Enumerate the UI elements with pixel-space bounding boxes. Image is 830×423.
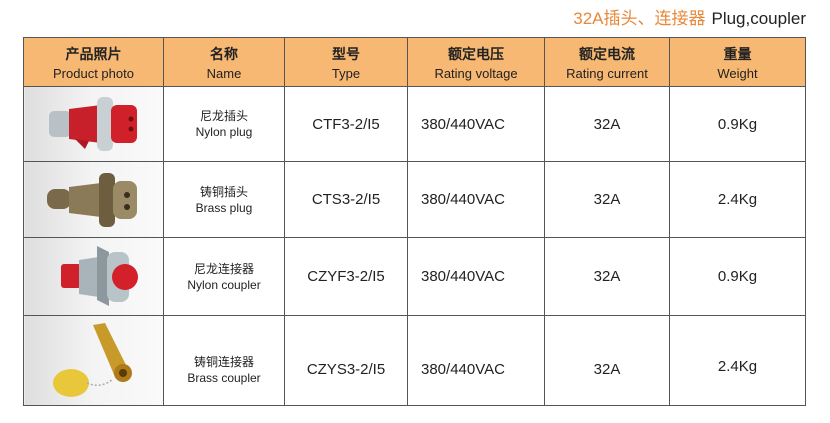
weight-cell: 0.9Kg [669, 237, 806, 316]
nylon-plug-image [23, 86, 164, 162]
table-row: 铸铜连接器 Brass coupler CZYS3-2/I5 380/440VAC… [23, 315, 806, 406]
name-cn: 铸铜连接器 [193, 354, 254, 369]
current-cell: 32A [544, 237, 670, 316]
header-cn: 重量 [723, 45, 752, 62]
nylon-coupler-image [23, 237, 164, 316]
name-cell: 铸铜插头 Brass plug [163, 161, 285, 238]
name-cell: 尼龙插头 Nylon plug [163, 86, 285, 162]
header-en: Type [331, 65, 361, 81]
voltage-cell: 380/440VAC [407, 161, 545, 238]
table-row: 铸铜插头 Brass plug CTS3-2/I5 380/440VAC 32A … [23, 161, 806, 238]
type-cell: CZYF3-2/I5 [284, 237, 408, 316]
header-cn: 额定电压 [448, 45, 504, 62]
header-row: 产品照片 Product photo 名称 Name 型号 Type 额定电压 Rati… [23, 37, 806, 87]
type-cell: CTF3-2/I5 [284, 86, 408, 162]
spec-table: 产品照片 Product photo 名称 Name 型号 Type 额定电压 Rati… [23, 37, 806, 406]
header-name: 名称 Name [163, 37, 285, 87]
name-cell: 铸铜连接器 Brass coupler [163, 315, 285, 406]
header-photo: 产品照片 Product photo [23, 37, 164, 87]
current-cell: 32A [544, 86, 670, 162]
voltage-cell: 380/440VAC [407, 237, 545, 316]
header-cn: 产品照片 [65, 45, 122, 62]
name-cn: 尼龙连接器 [193, 261, 254, 276]
voltage-cell: 380/440VAC [407, 315, 545, 406]
header-en: Product photo [53, 65, 134, 81]
header-en: Rating current [566, 65, 648, 81]
type-cell: CZYS3-2/I5 [284, 315, 408, 406]
table-row: 尼龙插头 Nylon plug CTF3-2/I5 380/440VAC 32A … [23, 86, 806, 162]
name-en: Brass plug [195, 200, 253, 215]
header-cn: 型号 [332, 45, 360, 62]
title-cn: 32A插头、连接器 [573, 9, 706, 28]
header-en: Rating voltage [434, 65, 518, 81]
table-row: 尼龙连接器 Nylon coupler CZYF3-2/I5 380/440VAC… [23, 237, 806, 316]
header-voltage: 额定电压 Rating voltage [407, 37, 545, 87]
type-cell: CTS3-2/I5 [284, 161, 408, 238]
header-type: 型号 Type [284, 37, 408, 87]
weight-cell: 2.4Kg [669, 161, 806, 238]
header-current: 额定电流 Rating current [544, 37, 670, 87]
current-cell: 32A [544, 315, 670, 406]
name-cell: 尼龙连接器 Nylon coupler [163, 237, 285, 316]
name-cn: 尼龙插头 [199, 109, 248, 123]
title-en: Plug,coupler [711, 9, 806, 28]
weight-cell: 0.9Kg [669, 86, 806, 162]
page-title: 32A插头、连接器 Plug,coupler [573, 4, 806, 29]
header-weight: 重量 Weight [669, 37, 806, 87]
name-en: Brass coupler [187, 370, 261, 385]
header-en: Name [206, 65, 242, 81]
current-cell: 32A [544, 161, 670, 238]
header-en: Weight [717, 65, 758, 81]
name-cn: 铸铜插头 [199, 184, 248, 199]
brass-plug-image [23, 161, 164, 238]
name-en: Nylon coupler [187, 277, 261, 292]
brass-coupler-image [23, 315, 164, 406]
header-cn: 额定电流 [579, 45, 635, 62]
voltage-cell: 380/440VAC [407, 86, 545, 162]
name-en: Nylon plug [195, 125, 253, 139]
header-cn: 名称 [210, 45, 238, 62]
weight-cell: 2.4Kg [669, 315, 806, 406]
